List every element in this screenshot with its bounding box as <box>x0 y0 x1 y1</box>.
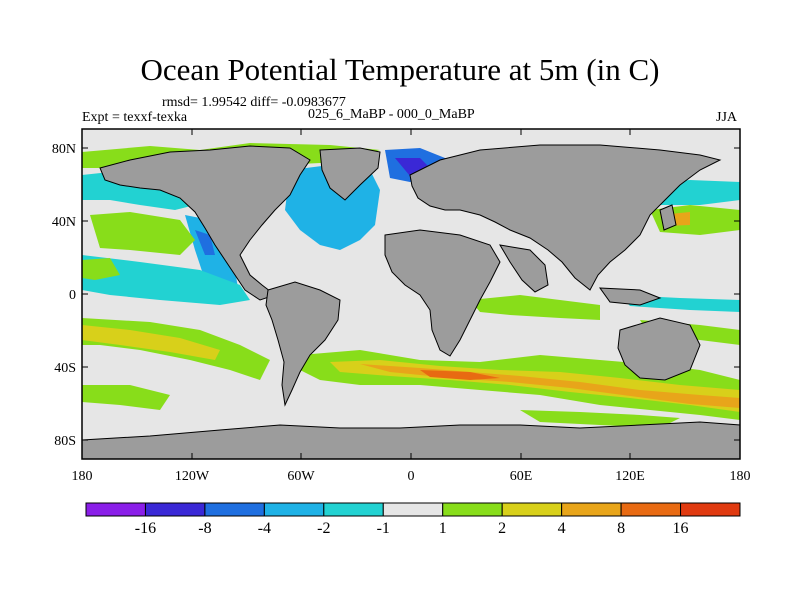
australia <box>617 317 701 381</box>
colorbar-swatch <box>442 502 503 517</box>
colorbar-swatch <box>204 502 265 517</box>
colorbar-label: 8 <box>617 520 626 537</box>
lat-tick-label: 40S <box>54 361 76 376</box>
lon-tick-label: 180 <box>730 469 751 484</box>
india <box>499 244 549 293</box>
lon-tick-label: 120E <box>615 469 645 484</box>
colorbar-label: -2 <box>317 520 331 537</box>
eurasia <box>409 144 722 291</box>
season-label: JJA <box>716 110 738 125</box>
colorbar-swatch <box>323 502 384 517</box>
map-title: Ocean Potential Temperature at 5m (in C) <box>140 52 660 87</box>
greenland <box>319 147 381 201</box>
colorbar-swatch <box>382 502 444 517</box>
comparison-label: 025_6_MaBP - 000_0_MaBP <box>308 107 475 122</box>
colorbar-swatch <box>144 502 206 517</box>
lat-tick-label: 40N <box>52 215 76 230</box>
indonesia <box>598 287 662 306</box>
lat-tick-label: 0 <box>69 288 76 303</box>
south-america <box>265 281 341 407</box>
lon-tick-label: 120W <box>175 469 210 484</box>
experiment-label: Expt = texxf-texka <box>82 110 188 125</box>
lon-tick-label: 180 <box>72 469 93 484</box>
colorbar-label: 16 <box>672 520 689 537</box>
colorbar-swatch <box>680 502 741 517</box>
axis-ticks <box>81 129 741 459</box>
colorbar-label: 2 <box>498 520 507 537</box>
colorbar-swatch <box>263 502 325 517</box>
colorbar-label: -1 <box>376 520 390 537</box>
colorbar-swatch <box>501 502 563 517</box>
colorbar <box>85 502 741 517</box>
colorbar-label: -16 <box>134 520 157 537</box>
colorbar-label: 4 <box>557 520 566 537</box>
lat-tick-label: 80S <box>54 434 76 449</box>
colorbar-swatch <box>620 502 682 517</box>
lon-tick-label: 60E <box>510 469 533 484</box>
colorbar-swatch <box>85 502 146 517</box>
colorbar-swatch <box>561 502 622 517</box>
japan <box>659 204 677 231</box>
lat-tick-label: 80N <box>52 142 76 157</box>
colorbar-label: -4 <box>257 520 272 537</box>
axis-labels: 180 120W 60W 0 60E 120E 180 80N 40N 0 40… <box>52 142 751 484</box>
stats-text: rmsd= 1.99542 diff= -0.0983677 <box>162 95 346 110</box>
lon-tick-label: 60W <box>287 469 315 484</box>
colorbar-label: -8 <box>198 520 212 537</box>
africa <box>384 229 501 357</box>
land-masses <box>81 144 741 460</box>
lon-tick-label: 0 <box>408 469 415 484</box>
colorbar-label: 1 <box>438 520 447 537</box>
north-america <box>99 145 311 301</box>
